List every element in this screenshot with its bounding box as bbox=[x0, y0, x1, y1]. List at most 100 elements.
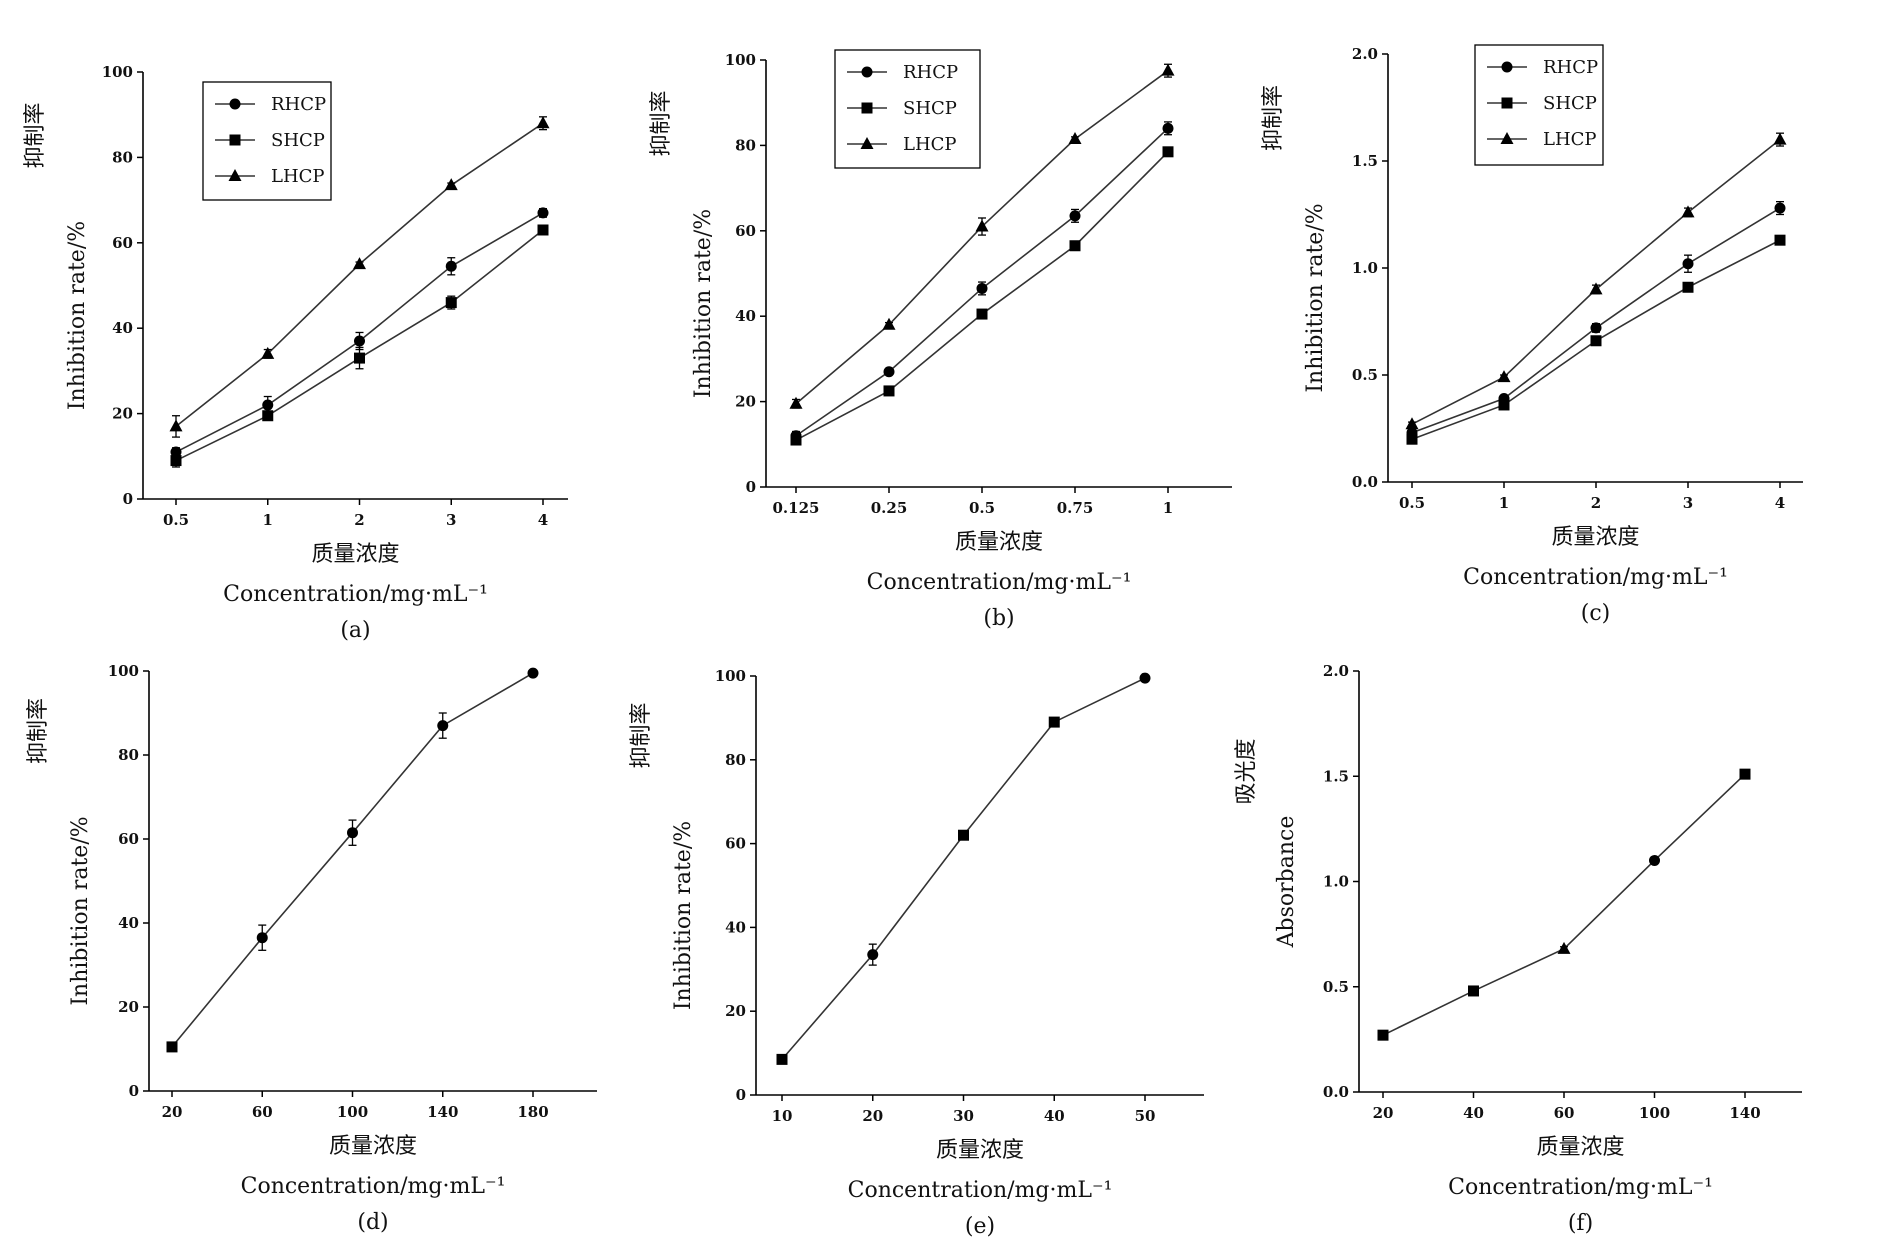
panel-f: 0.0 0.5 1.0 1.5 2.0 20 40 60 100 140 质量浓度 Concentra… bbox=[1234, 662, 1802, 1236]
data-point bbox=[1590, 335, 1602, 347]
legend-marker bbox=[861, 102, 873, 114]
series-line bbox=[1411, 138, 1781, 425]
series-shcp bbox=[790, 146, 1174, 446]
data-point bbox=[776, 1053, 788, 1065]
data-point bbox=[883, 385, 895, 397]
data-point bbox=[169, 419, 183, 432]
series-d bbox=[166, 667, 539, 1053]
series-lhcp bbox=[789, 63, 1175, 409]
y-axis-title: Inhibition rate/% bbox=[691, 209, 716, 398]
data-point bbox=[354, 352, 365, 364]
x-tick-label: 0.25 bbox=[871, 499, 908, 517]
legend-label: SHCP bbox=[903, 98, 957, 119]
series-shcp bbox=[1406, 234, 1786, 445]
data-point bbox=[166, 1041, 178, 1053]
x-tick-label: 0.5 bbox=[969, 499, 995, 517]
series-rhcp bbox=[1406, 201, 1786, 439]
data-point bbox=[262, 410, 274, 422]
panel-b: 0 20 40 60 80 100 0.125 0.25 0.5 0.75 1 RHCP SHCP LHC… bbox=[649, 49, 1232, 631]
x-tick-label: 100 bbox=[1639, 1104, 1670, 1122]
data-point bbox=[1739, 768, 1751, 780]
data-point bbox=[1069, 210, 1081, 222]
data-point bbox=[1682, 281, 1694, 293]
x-axis-title: Concentration/mg·mL⁻¹ bbox=[848, 1178, 1113, 1203]
y-tick-label: 100 bbox=[108, 662, 139, 680]
y-tick-label: 100 bbox=[715, 667, 746, 685]
x-axis-title: Concentration/mg·mL⁻¹ bbox=[241, 1174, 506, 1199]
y-axis-title-cn: 抑制率 bbox=[1261, 85, 1286, 151]
data-point bbox=[1069, 240, 1081, 252]
y-tick-label: 40 bbox=[112, 319, 133, 337]
data-point bbox=[437, 720, 449, 732]
data-point bbox=[1162, 146, 1174, 158]
y-axis-title: Inhibition rate/% bbox=[1303, 203, 1328, 392]
data-point bbox=[1589, 282, 1603, 295]
series-e bbox=[776, 672, 1151, 1065]
x-tick-label: 40 bbox=[1044, 1107, 1065, 1125]
data-point bbox=[789, 396, 803, 409]
legend-marker bbox=[229, 98, 241, 110]
data-point bbox=[256, 932, 268, 944]
y-axis-title: Absorbance bbox=[1274, 816, 1299, 949]
legend-label: SHCP bbox=[1543, 93, 1597, 114]
x-tick-label: 4 bbox=[538, 511, 548, 529]
panel-label: (a) bbox=[340, 618, 370, 643]
legend-marker bbox=[860, 137, 874, 149]
y-tick-label: 80 bbox=[112, 148, 133, 166]
y-tick-label: 0.5 bbox=[1352, 366, 1378, 384]
x-axis-title: Concentration/mg·mL⁻¹ bbox=[223, 582, 488, 607]
x-axis-title-cn: 质量浓度 bbox=[1551, 525, 1639, 550]
x-tick-label: 2 bbox=[354, 511, 364, 529]
data-point bbox=[1682, 258, 1694, 270]
y-tick-label: 2.0 bbox=[1323, 662, 1349, 680]
data-point bbox=[1405, 417, 1419, 430]
legend-marker bbox=[861, 66, 873, 78]
x-axis-title-cn: 质量浓度 bbox=[955, 530, 1043, 555]
x-tick-label: 50 bbox=[1135, 1107, 1156, 1125]
x-tick-label: 0.75 bbox=[1057, 499, 1094, 517]
x-tick-label: 0.5 bbox=[163, 511, 189, 529]
y-tick-label: 0.0 bbox=[1352, 473, 1378, 491]
data-point bbox=[1377, 1029, 1389, 1041]
y-tick-label: 20 bbox=[118, 998, 139, 1016]
legend-label: LHCP bbox=[903, 134, 957, 155]
x-tick-label: 60 bbox=[252, 1103, 273, 1121]
series-f bbox=[1377, 768, 1751, 1041]
legend-box bbox=[1474, 44, 1604, 166]
data-point bbox=[1590, 322, 1602, 334]
y-tick-label: 80 bbox=[118, 746, 139, 764]
x-tick-label: 4 bbox=[1775, 494, 1785, 512]
data-point bbox=[1498, 399, 1510, 411]
data-point bbox=[527, 667, 539, 679]
x-tick-label: 3 bbox=[446, 511, 456, 529]
legend-label: SHCP bbox=[271, 130, 325, 151]
data-point bbox=[975, 219, 989, 232]
x-tick-label: 3 bbox=[1683, 494, 1693, 512]
y-tick-label: 1.0 bbox=[1352, 259, 1378, 277]
series-rhcp bbox=[170, 207, 549, 458]
data-point bbox=[1161, 63, 1175, 76]
x-axis-title-cn: 质量浓度 bbox=[936, 1138, 1024, 1163]
y-tick-label: 0 bbox=[129, 1082, 139, 1100]
data-point bbox=[537, 224, 549, 236]
y-tick-label: 80 bbox=[725, 751, 746, 769]
x-tick-label: 180 bbox=[517, 1103, 548, 1121]
series-lhcp bbox=[1405, 132, 1787, 430]
series-rhcp bbox=[790, 121, 1174, 442]
series-line bbox=[1382, 773, 1746, 1036]
y-tick-label: 80 bbox=[735, 136, 756, 154]
y-axis-title-cn: 抑制率 bbox=[26, 698, 51, 764]
x-tick-label: 140 bbox=[427, 1103, 458, 1121]
x-tick-label: 10 bbox=[772, 1107, 793, 1125]
panel-label: (c) bbox=[1581, 601, 1611, 626]
data-point bbox=[1774, 234, 1786, 246]
data-point bbox=[790, 434, 802, 446]
series-lhcp bbox=[169, 116, 550, 438]
y-tick-label: 1.0 bbox=[1323, 873, 1349, 891]
x-tick-label: 1 bbox=[1163, 499, 1173, 517]
y-tick-label: 1.5 bbox=[1323, 767, 1349, 785]
series-line bbox=[781, 677, 1146, 1060]
x-tick-label: 0.125 bbox=[773, 499, 820, 517]
y-tick-label: 20 bbox=[725, 1002, 746, 1020]
